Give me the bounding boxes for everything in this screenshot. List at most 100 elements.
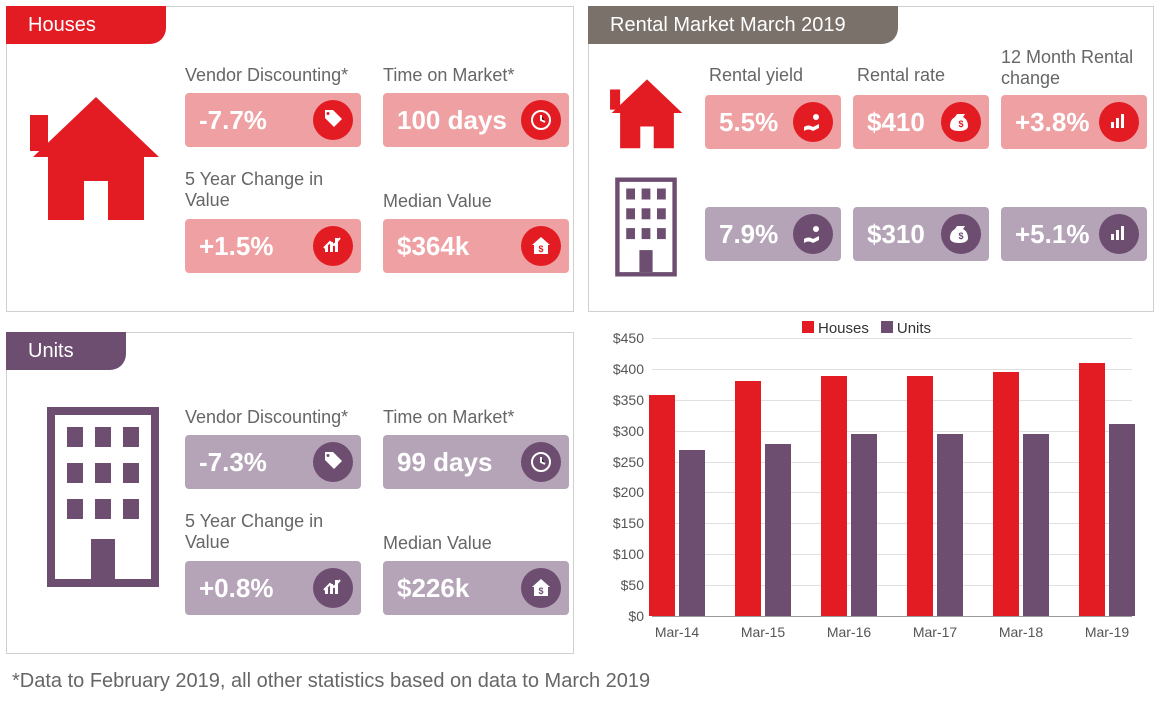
legend-houses: Houses <box>802 320 869 337</box>
val-median-value-units: $226k <box>397 573 469 604</box>
money-bag-icon: $ <box>941 102 981 142</box>
bar-units <box>1109 424 1135 616</box>
money-bag-icon: $ <box>941 214 981 254</box>
y-axis-label: $200 <box>604 484 644 500</box>
bar-houses <box>649 395 675 616</box>
bar-houses <box>735 381 761 616</box>
chart-up-icon <box>313 226 353 266</box>
y-axis-label: $300 <box>604 423 644 439</box>
bar-units <box>1023 434 1049 616</box>
dashboard-root: Houses Vendor Discounting* Time on Marke… <box>0 0 1160 704</box>
x-axis-label: Mar-18 <box>986 624 1056 640</box>
label-5yr-change-houses: 5 Year Change in Value <box>185 169 365 210</box>
gridline <box>652 492 1132 493</box>
tab-rental: Rental Market March 2019 <box>588 6 898 44</box>
x-axis-label: Mar-19 <box>1072 624 1142 640</box>
y-axis-label: $100 <box>604 546 644 562</box>
gridline <box>652 369 1132 370</box>
val-5yr-change-houses: +1.5% <box>199 231 273 262</box>
gridline <box>652 523 1132 524</box>
gridline <box>652 585 1132 586</box>
x-axis-label: Mar-14 <box>642 624 712 640</box>
val-vendor-discount-houses: -7.7% <box>199 105 267 136</box>
chart-up-icon <box>313 568 353 608</box>
svg-text:$: $ <box>958 231 963 241</box>
svg-text:$: $ <box>958 119 963 129</box>
y-axis-label: $350 <box>604 392 644 408</box>
hand-coin-icon <box>793 214 833 254</box>
clock-icon <box>521 442 561 482</box>
house-dollar-icon: $ <box>521 226 561 266</box>
rental-price-chart: Houses Units $0 $50 $100 $150 $200 $250 $300 $3… <box>592 320 1152 654</box>
val-median-value-houses: $364k <box>397 231 469 262</box>
tab-rental-label: Rental Market March 2019 <box>610 14 846 36</box>
tag-icon <box>313 100 353 140</box>
house-icon <box>21 77 171 242</box>
pill-time-on-market-units: 99 days <box>383 435 569 489</box>
tab-houses: Houses <box>6 6 166 44</box>
val-vendor-discount-units: -7.3% <box>199 447 267 478</box>
gridline <box>652 554 1132 555</box>
bar-units <box>765 444 791 616</box>
hand-coin-icon <box>793 102 833 142</box>
pill-rental-house-change: +3.8% <box>1001 95 1147 149</box>
rental-building-icon <box>613 175 679 284</box>
val-rental-unit-yield: 7.9% <box>719 219 778 250</box>
label-vendor-discount-units: Vendor Discounting* <box>185 407 348 428</box>
label-time-on-market-units: Time on Market* <box>383 407 514 428</box>
clock-icon <box>521 100 561 140</box>
val-time-on-market-units: 99 days <box>397 447 492 478</box>
y-axis-label: $150 <box>604 515 644 531</box>
bar-houses <box>821 376 847 616</box>
panel-houses: Houses Vendor Discounting* Time on Marke… <box>6 6 574 312</box>
bar-houses <box>1079 363 1105 616</box>
tag-icon <box>313 442 353 482</box>
pill-median-value-houses: $364k $ <box>383 219 569 273</box>
rental-house-icon <box>605 71 689 160</box>
y-axis-label: $50 <box>604 577 644 593</box>
val-time-on-market-houses: 100 days <box>397 105 507 136</box>
tab-units: Units <box>6 332 126 370</box>
footnote: *Data to February 2019, all other statis… <box>12 670 650 693</box>
val-5yr-change-units: +0.8% <box>199 573 273 604</box>
pill-time-on-market-houses: 100 days <box>383 93 569 147</box>
bar-houses <box>907 376 933 616</box>
pill-rental-house-rate: $410 $ <box>853 95 989 149</box>
panel-rental: Rental Market March 2019 Rental yield Re… <box>588 6 1154 312</box>
pill-rental-house-yield: 5.5% <box>705 95 841 149</box>
y-axis-label: $250 <box>604 454 644 470</box>
y-axis-label: $0 <box>604 608 644 624</box>
label-time-on-market-houses: Time on Market* <box>383 65 514 86</box>
col-yield: Rental yield <box>709 65 803 86</box>
bar-units <box>679 450 705 616</box>
label-vendor-discount-houses: Vendor Discounting* <box>185 65 348 86</box>
pill-5yr-change-units: +0.8% <box>185 561 361 615</box>
gridline <box>652 338 1132 339</box>
tab-houses-label: Houses <box>28 14 96 36</box>
legend-units: Units <box>881 320 931 337</box>
col-change: 12 Month Rental change <box>1001 47 1141 88</box>
chart-legend: Houses Units <box>802 320 931 337</box>
label-median-value-houses: Median Value <box>383 191 492 212</box>
gridline <box>652 431 1132 432</box>
panel-units: Units Vendor Discounting* Time on Market… <box>6 332 574 654</box>
val-rental-house-change: +3.8% <box>1015 107 1089 138</box>
svg-text:$: $ <box>538 586 543 596</box>
bar-units <box>851 434 877 616</box>
val-rental-unit-change: +5.1% <box>1015 219 1089 250</box>
label-5yr-change-units: 5 Year Change in Value <box>185 511 365 552</box>
building-icon <box>43 407 163 592</box>
pill-rental-unit-rate: $310 $ <box>853 207 989 261</box>
col-rate: Rental rate <box>857 65 945 86</box>
pill-vendor-discount-houses: -7.7% <box>185 93 361 147</box>
x-axis-label: Mar-15 <box>728 624 798 640</box>
y-axis-label: $400 <box>604 361 644 377</box>
tab-units-label: Units <box>28 340 74 362</box>
val-rental-unit-rate: $310 <box>867 219 925 250</box>
x-axis-label: Mar-16 <box>814 624 884 640</box>
x-axis-label: Mar-17 <box>900 624 970 640</box>
pill-rental-unit-yield: 7.9% <box>705 207 841 261</box>
gridline <box>652 462 1132 463</box>
val-rental-house-yield: 5.5% <box>719 107 778 138</box>
pill-vendor-discount-units: -7.3% <box>185 435 361 489</box>
